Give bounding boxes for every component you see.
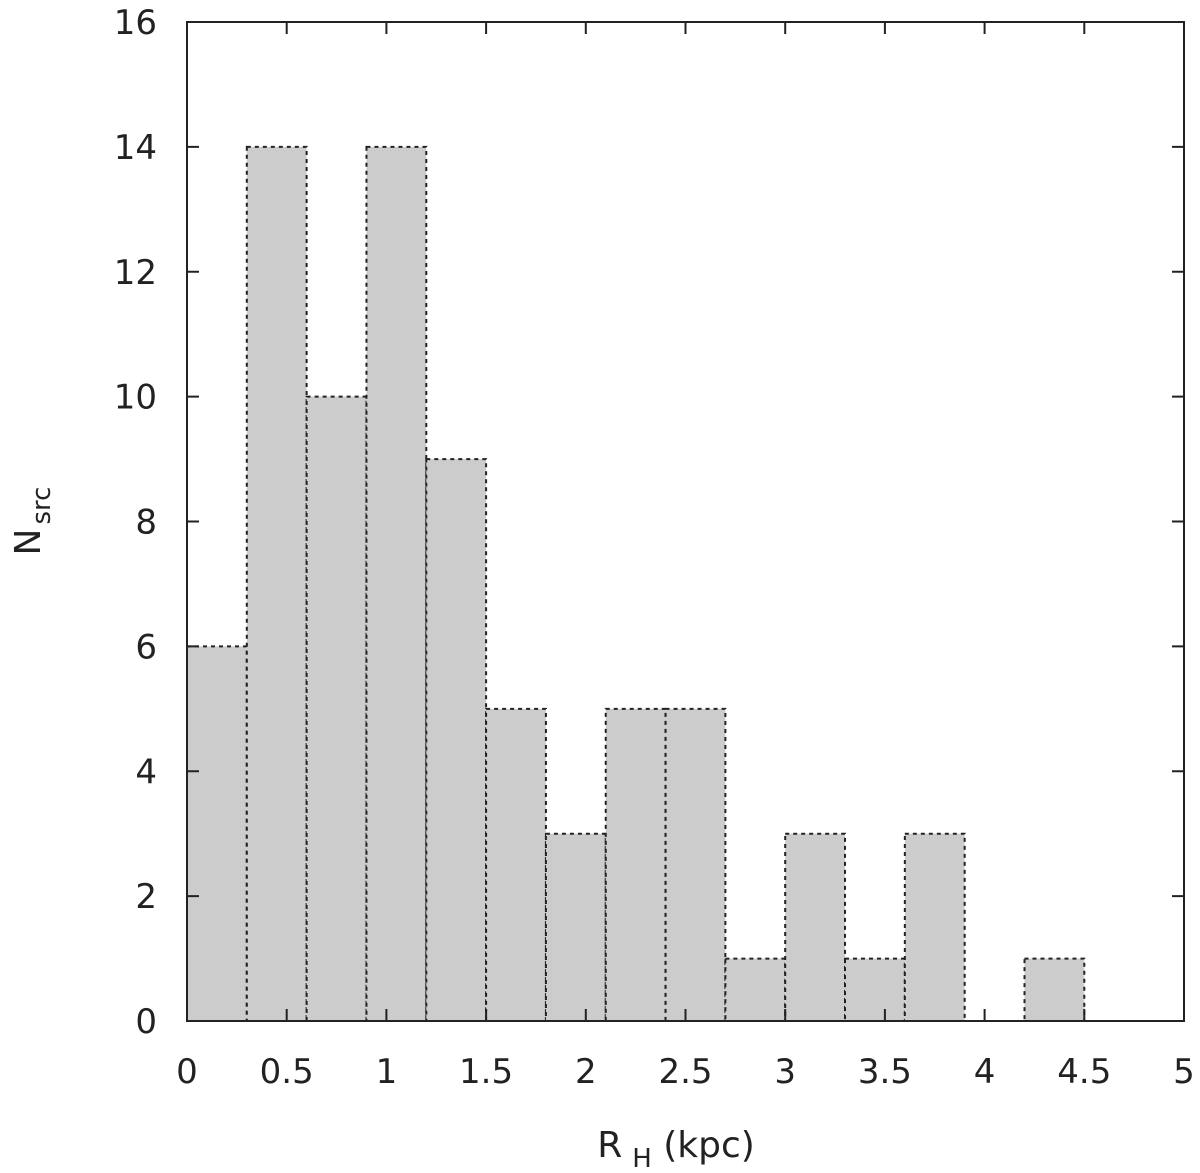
- x-axis-label-tail: (kpc): [652, 1125, 755, 1166]
- x-tick-label: 0.5: [260, 1052, 314, 1092]
- x-tick-label: 1: [376, 1052, 398, 1092]
- y-tick-label: 0: [135, 1002, 157, 1042]
- y-axis-label: Nsrc: [8, 487, 57, 556]
- x-tick-label: 0: [176, 1052, 198, 1092]
- histogram-bar: [844, 957, 906, 1022]
- histogram-bar: [903, 832, 966, 1022]
- histogram-bar: [425, 458, 488, 1022]
- histogram-bar: [245, 145, 308, 1022]
- y-tick-label: 8: [135, 503, 157, 543]
- x-axis-label-main: R: [597, 1125, 622, 1166]
- y-axis-label-main: N: [8, 529, 49, 556]
- y-axis-label-sub: src: [27, 487, 57, 525]
- histogram-bar: [365, 145, 428, 1022]
- x-tick-label: 2: [575, 1052, 597, 1092]
- y-tick-label: 10: [114, 378, 157, 418]
- y-tick-label: 2: [135, 877, 157, 917]
- plot-frame: [186, 21, 1185, 1022]
- x-tick-label: 3.5: [858, 1052, 912, 1092]
- y-tick-label: 12: [114, 253, 157, 293]
- histogram-bar: [544, 832, 607, 1022]
- y-tick-label: 14: [114, 128, 157, 168]
- histogram-bar: [485, 707, 547, 1022]
- y-tick-labels: 0 2 4 6 8 10 12 14 16: [114, 3, 157, 1042]
- histogram-bar: [784, 832, 847, 1022]
- histogram-bar: [1023, 957, 1086, 1022]
- histogram-bar: [664, 707, 727, 1022]
- x-tick-label: 4: [974, 1052, 996, 1092]
- histogram-bar: [305, 395, 368, 1022]
- histogram-bar: [186, 645, 248, 1022]
- x-tick-label: 3: [774, 1052, 796, 1092]
- y-tick-label: 6: [135, 627, 157, 667]
- x-axis-label-sub: H: [632, 1144, 652, 1173]
- histogram-bar: [604, 707, 667, 1022]
- histogram-bar: [724, 957, 787, 1022]
- y-tick-label: 4: [135, 752, 157, 792]
- x-tick-label: 1.5: [459, 1052, 513, 1092]
- bars-group: [186, 145, 1086, 1022]
- x-tick-labels: 0 0.5 1 1.5 2 2.5 3 3.5 4 4.5 5: [176, 1052, 1195, 1092]
- x-tick-label: 5: [1173, 1052, 1195, 1092]
- y-tick-label: 16: [114, 3, 157, 43]
- x-tick-label: 4.5: [1057, 1052, 1111, 1092]
- x-tick-label: 2.5: [658, 1052, 712, 1092]
